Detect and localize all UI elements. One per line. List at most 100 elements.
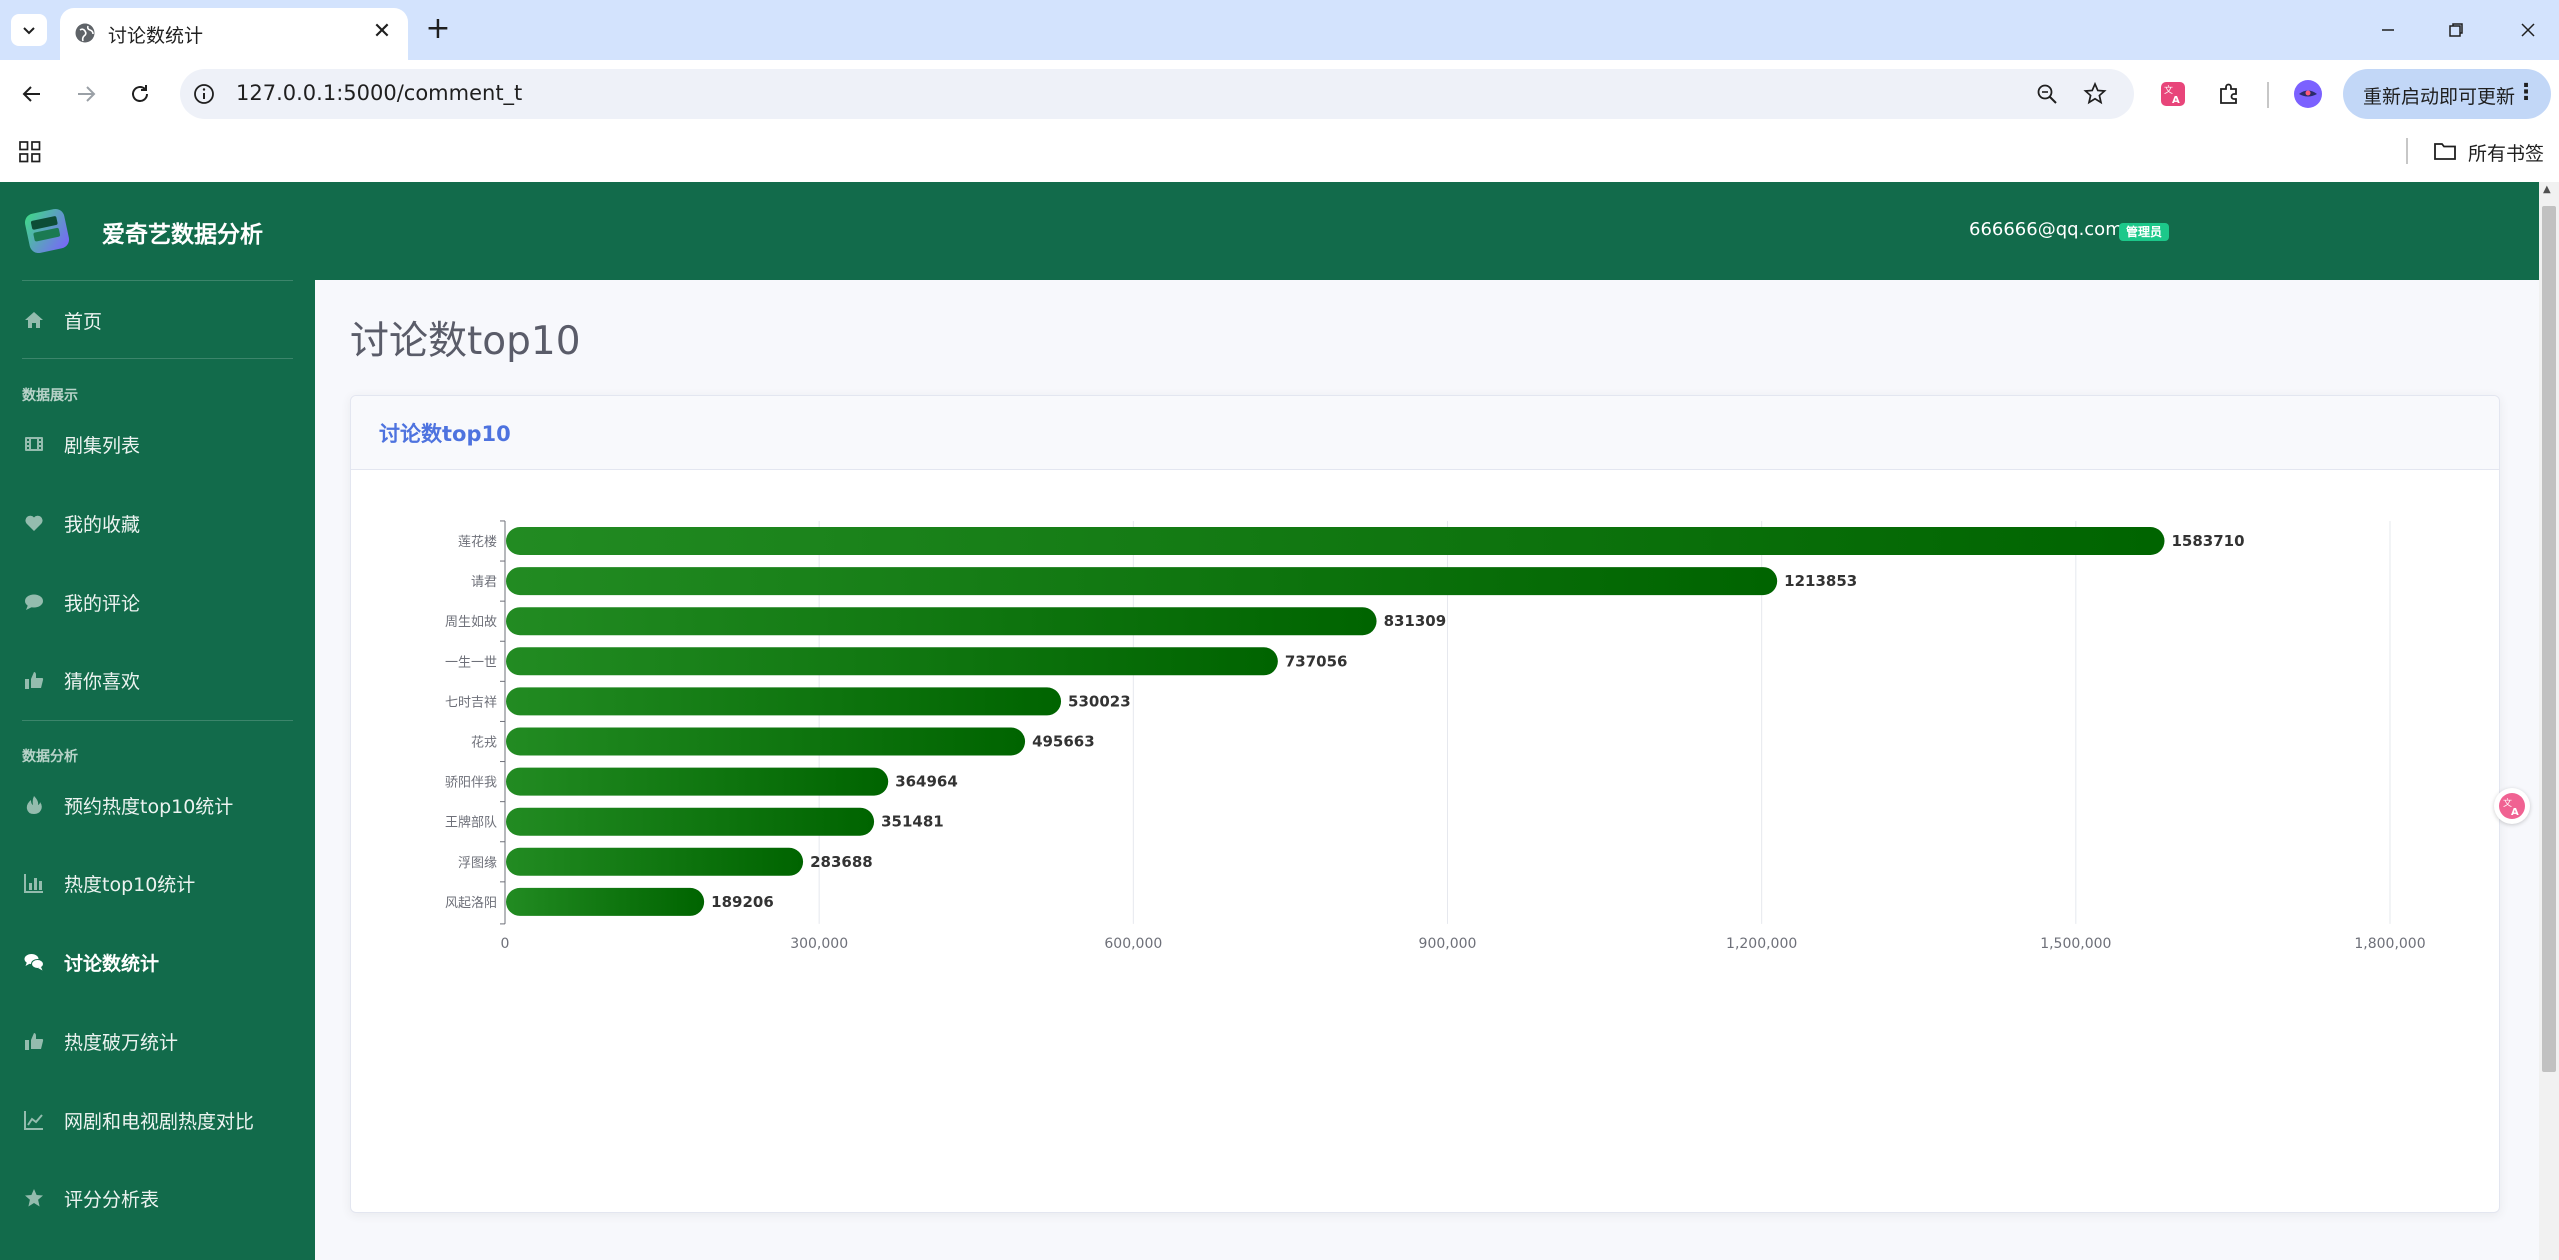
page-scrollbar[interactable]: ▲: [2539, 182, 2559, 1260]
sidebar-item-favorites[interactable]: 我的收藏: [0, 493, 315, 553]
thumbs-up-icon: [25, 1033, 44, 1050]
apps-grid-icon[interactable]: [18, 140, 42, 164]
folder-icon[interactable]: [2432, 138, 2458, 164]
bar: [506, 607, 1377, 636]
sidebar-item-label: 网剧和电视剧热度对比: [64, 1111, 255, 1133]
zoom-icon[interactable]: [2034, 81, 2060, 107]
sidebar-brand[interactable]: 爱奇艺数据分析: [0, 182, 315, 280]
info-icon[interactable]: [192, 82, 216, 106]
sidebar-item-comment-stats[interactable]: 讨论数统计: [0, 932, 315, 992]
y-tick-label: 请君: [471, 575, 497, 590]
y-tick-label: 一生一世: [445, 655, 497, 670]
tab-search-button[interactable]: [11, 14, 47, 46]
url-text[interactable]: 127.0.0.1:5000/comment_t: [236, 81, 523, 105]
y-tick-label: 王牌部队: [445, 815, 497, 831]
data-label: 283688: [810, 853, 873, 871]
sidebar-divider: [22, 720, 293, 721]
translate-extension-button[interactable]: 文 A: [2156, 77, 2190, 111]
close-window-button[interactable]: [2508, 12, 2548, 48]
film-icon: [25, 437, 43, 451]
thumbs-up-icon: [25, 672, 44, 689]
address-bar[interactable]: 127.0.0.1:5000/comment_t: [180, 69, 2134, 119]
x-tick-label: 600,000: [1104, 936, 1162, 952]
reload-button[interactable]: [122, 76, 158, 112]
minimize-button[interactable]: [2368, 12, 2408, 48]
close-tab-icon[interactable]: ✕: [372, 19, 392, 44]
restore-button[interactable]: [2436, 12, 2476, 48]
data-label: 1213853: [1784, 572, 1857, 590]
browser-tab[interactable]: 讨论数统计 ✕: [60, 8, 408, 60]
avatar: [2294, 80, 2322, 108]
new-tab-button[interactable]: +: [425, 11, 451, 46]
sidebar-item-reserve-top10[interactable]: 预约热度top10统计: [0, 775, 315, 835]
x-tick-label: 1,500,000: [2040, 936, 2111, 952]
y-tick-label: 莲花楼: [458, 534, 497, 550]
star-icon[interactable]: [2082, 81, 2108, 107]
sidebar: 爱奇艺数据分析 首页 数据展示 剧集列表 我的收藏: [0, 182, 315, 1260]
tab-title: 讨论数统计: [108, 25, 204, 47]
sidebar-item-label: 评分分析表: [64, 1189, 160, 1211]
bar: [506, 807, 875, 836]
all-bookmarks-link[interactable]: 所有书签: [2468, 143, 2545, 165]
y-tick-label: 七时吉祥: [445, 695, 497, 710]
more-vert-icon: ⋮: [2515, 80, 2537, 105]
sidebar-item-recommend[interactable]: 猜你喜欢: [0, 650, 315, 710]
x-tick-label: 300,000: [790, 936, 848, 952]
bar: [506, 647, 1278, 676]
data-label: 189206: [711, 893, 774, 911]
back-button[interactable]: [14, 76, 50, 112]
user-email[interactable]: 666666@qq.com: [1969, 219, 2123, 240]
toolbar-divider: [2267, 82, 2269, 108]
bookmarks-divider: [2406, 138, 2408, 164]
bar: [506, 527, 2165, 555]
bookmarks-bar: 所有书签: [0, 128, 2559, 182]
y-tick-label: 花戎: [471, 735, 497, 751]
browser-toolbar: 127.0.0.1:5000/comment_t 文 A 重新启动即可更新 ⋮: [0, 60, 2559, 128]
data-label: 530023: [1068, 692, 1131, 710]
comment-icon: [25, 594, 43, 610]
y-tick-label: 风起洛阳: [445, 896, 497, 911]
data-label: 351481: [881, 813, 944, 831]
sidebar-item-label: 我的评论: [64, 593, 141, 615]
forward-button[interactable]: [68, 76, 104, 112]
sidebar-item-my-comments[interactable]: 我的评论: [0, 572, 315, 632]
sidebar-item-label: 我的收藏: [64, 514, 141, 536]
sidebar-section-heading: 数据分析: [22, 749, 78, 765]
bar: [506, 567, 1778, 596]
bar-chart-icon: [24, 874, 43, 893]
sidebar-item-home[interactable]: 首页: [0, 290, 315, 350]
arrow-left-icon: [22, 86, 40, 102]
update-button[interactable]: 重新启动即可更新 ⋮: [2343, 69, 2551, 119]
extensions-button[interactable]: [2212, 77, 2246, 111]
browser-tab-bar: 讨论数统计 ✕ +: [0, 0, 2559, 60]
sidebar-item-episodes[interactable]: 剧集列表: [0, 414, 315, 474]
data-label: 1583710: [2171, 532, 2244, 550]
data-label: 831309: [1384, 612, 1447, 630]
y-tick-label: 周生如故: [445, 614, 497, 630]
scrollbar-thumb[interactable]: [2542, 206, 2556, 1072]
svg-text:A: A: [2172, 95, 2180, 106]
translate-icon: 文 A: [2161, 82, 2185, 106]
globe-icon: [75, 23, 95, 43]
sidebar-item-label: 猜你喜欢: [64, 671, 141, 693]
brand-name: 爱奇艺数据分析: [102, 222, 263, 248]
home-icon: [25, 312, 43, 328]
x-tick-label: 0: [501, 936, 510, 952]
x-tick-label: 1,200,000: [1726, 936, 1797, 952]
line-chart-icon: [24, 1111, 43, 1130]
scroll-up-icon[interactable]: ▲: [2543, 184, 2551, 195]
minimize-icon: [2382, 29, 2394, 31]
sidebar-item-web-vs-tv[interactable]: 网剧和电视剧热度对比: [0, 1090, 315, 1150]
profile-button[interactable]: [2291, 77, 2325, 111]
card-header: 讨论数top10: [351, 396, 2499, 470]
arrow-right-icon: [78, 86, 96, 102]
sidebar-item-hot-top10[interactable]: 热度top10统计: [0, 853, 315, 913]
data-label: 737056: [1285, 652, 1348, 670]
page: 爱奇艺数据分析 首页 数据展示 剧集列表 我的收藏: [0, 182, 2559, 1260]
floating-translate-button[interactable]: 文 A: [2494, 788, 2530, 824]
sidebar-item-rating[interactable]: 评分分析表: [0, 1168, 315, 1228]
card-title: 讨论数top10: [379, 422, 511, 446]
fire-icon: [26, 796, 42, 814]
svg-text:文: 文: [2503, 797, 2512, 809]
sidebar-item-hot-10k[interactable]: 热度破万统计: [0, 1011, 315, 1071]
